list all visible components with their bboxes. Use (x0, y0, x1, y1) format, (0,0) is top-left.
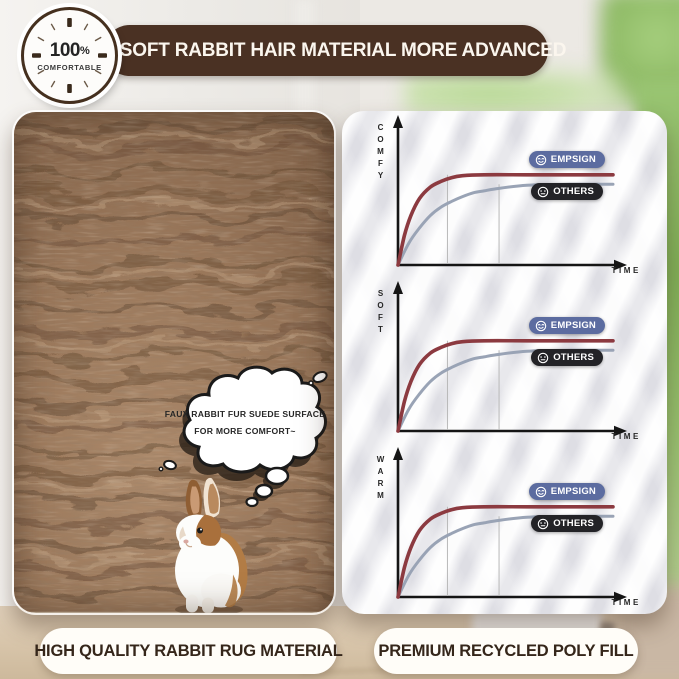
legend-others: OTHERS (531, 515, 603, 532)
x-axis-label: TIME (611, 432, 641, 441)
clock-ticks-icon (32, 18, 107, 93)
fill-caption-text: PREMIUM RECYCLED POLY FILL (378, 641, 634, 660)
bubble-text-line2: FOR MORE COMFORT~ (194, 426, 295, 436)
header-title: SOFT RABBIT HAIR MATERIAL MORE ADVANCED (119, 39, 567, 61)
legend-others: OTHERS (531, 183, 603, 200)
mini-pop-bubble (158, 370, 328, 472)
soft-chart: SOFT EMPSIGN OTHERS TIME (342, 281, 667, 447)
happy-face-icon (535, 320, 547, 331)
soft-plot (393, 281, 627, 437)
rug-fur-texture (14, 112, 334, 612)
y-axis-label: WARM (376, 455, 385, 503)
legend-empsign-label: EMPSIGN (550, 320, 596, 331)
legend-empsign-label: EMPSIGN (550, 486, 596, 497)
badge-label: COMFORTABLE (37, 63, 102, 72)
legend-others-label: OTHERS (553, 186, 594, 197)
rabbit-photo (175, 477, 248, 613)
warm-chart: WARM EMPSIGN OTHERS TIME (342, 447, 667, 613)
rug-photo-panel: FAUX RABBIT FUR SUEDE SURFACE FOR MORE C… (12, 110, 336, 615)
thought-trail-bubble (245, 496, 259, 508)
legend-others-label: OTHERS (553, 352, 594, 363)
legend-empsign-label: EMPSIGN (550, 154, 596, 165)
rug-caption-pill: HIGH QUALITY RABBIT RUG MATERIAL (34, 628, 343, 674)
y-axis-label: SOFT (376, 289, 385, 337)
happy-face-icon (535, 486, 547, 497)
fill-caption-pill: PREMIUM RECYCLED POLY FILL (374, 628, 638, 674)
legend-others-label: OTHERS (553, 518, 594, 529)
window-frame-post (589, 0, 611, 100)
badge-value: 100% (49, 40, 90, 61)
legend-empsign: EMPSIGN (528, 151, 605, 168)
comfort-badge: 100% COMFORTABLE (21, 7, 118, 104)
thought-trail-bubble (264, 466, 290, 486)
legend-empsign: EMPSIGN (528, 317, 605, 334)
thought-bubble: FAUX RABBIT FUR SUEDE SURFACE FOR MORE C… (158, 365, 328, 508)
warm-plot (393, 447, 627, 603)
neutral-face-icon (537, 352, 549, 363)
background-foliage (600, 0, 679, 110)
comfy-plot (393, 115, 627, 271)
neutral-face-icon (537, 518, 549, 529)
legend-empsign: EMPSIGN (528, 483, 605, 500)
neutral-face-icon (537, 186, 549, 197)
rug-caption-text: HIGH QUALITY RABBIT RUG MATERIAL (34, 641, 343, 660)
header-banner: SOFT RABBIT HAIR MATERIAL MORE ADVANCED (104, 25, 566, 76)
happy-face-icon (535, 154, 547, 165)
thought-bubble-shadow (179, 376, 321, 501)
x-axis-label: TIME (611, 266, 641, 275)
bubble-text-line1: FAUX RABBIT FUR SUEDE SURFACE (165, 409, 326, 419)
comfy-chart: COMFY EMPSIGN OTHERS TIME (342, 115, 667, 281)
legend-others: OTHERS (531, 349, 603, 366)
comparison-charts-panel: COMFY EMPSIGN OTHERS TIME SOFT (342, 111, 667, 614)
x-axis-label: TIME (611, 598, 641, 607)
y-axis-label: COMFY (376, 123, 385, 183)
thought-trail-bubble (254, 483, 274, 499)
